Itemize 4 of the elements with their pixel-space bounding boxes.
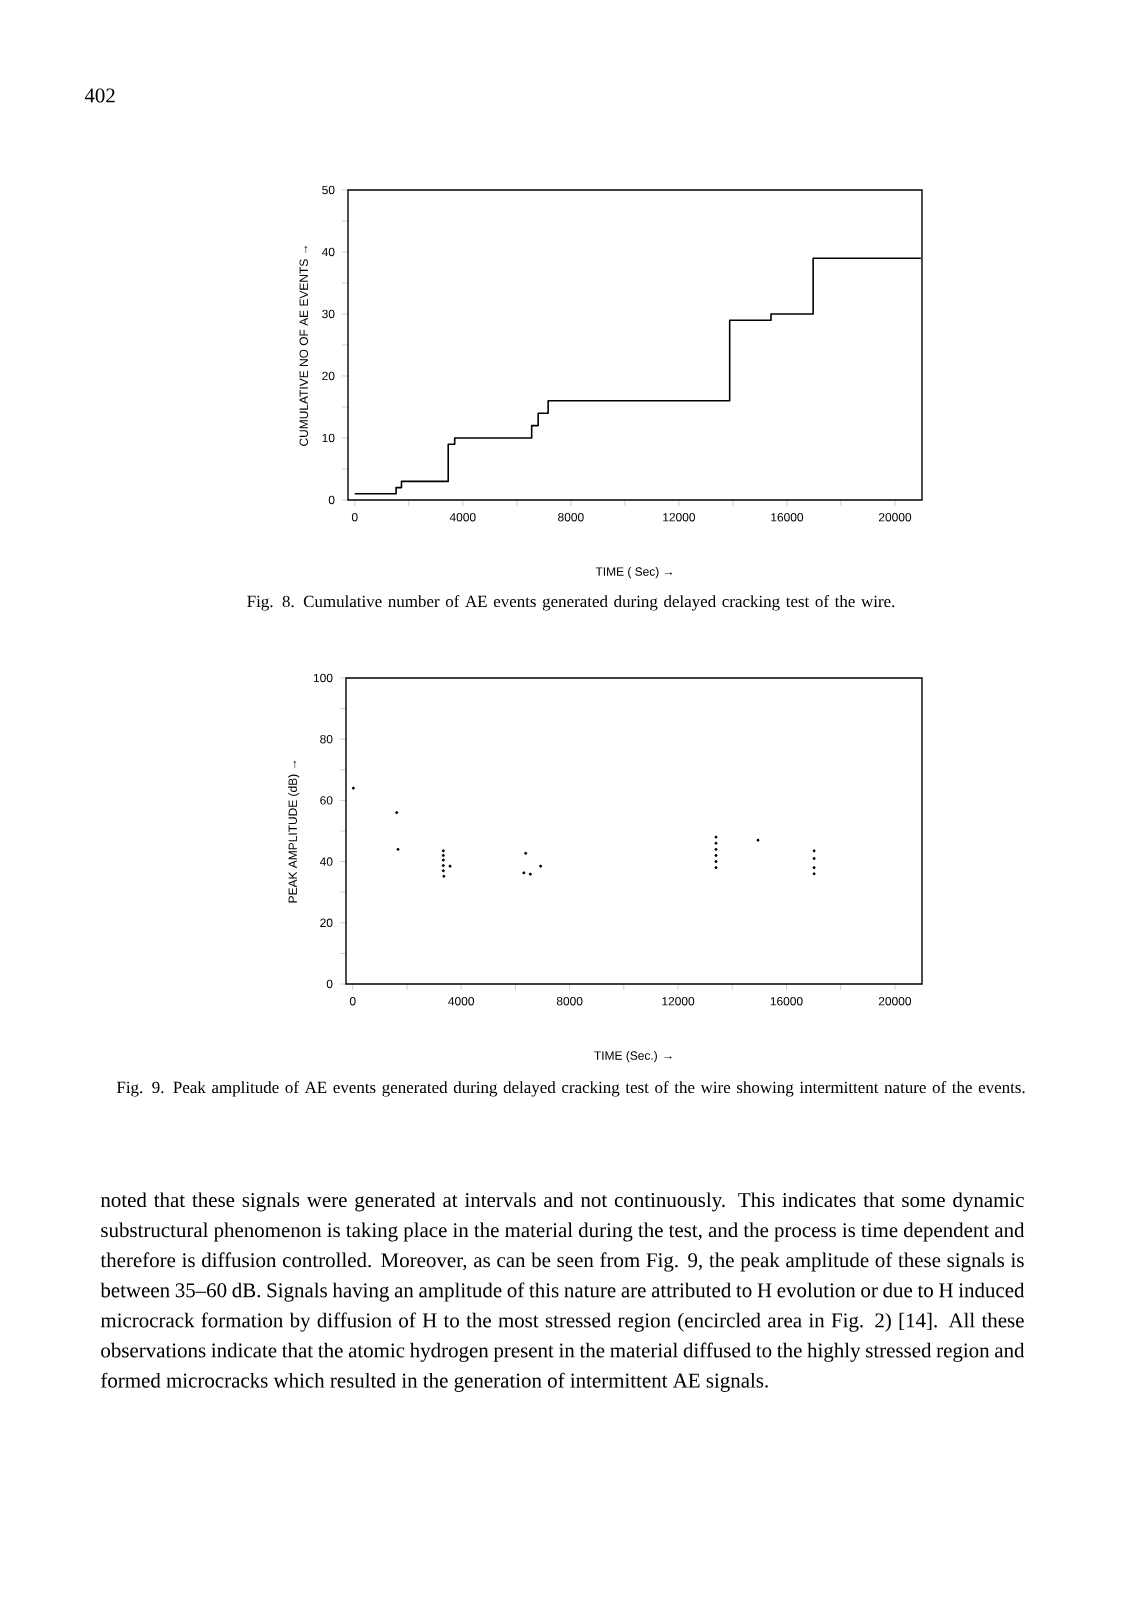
text: Fig. 8. Cumulative number of AE events generated during delayed cracking test of the wire.	[247, 595, 895, 611]
text: 402	[84, 88, 115, 103]
text: noted that these signals were generated at intervals and not continuously. This indicates that some dynamic substructural phenomenon is taking place in the material during the test, and the process is time dependent and therefore is diffusion controlled. Moreover, as can be seen from Fig. 9, the peak amplitude of these signals is between 35–60 dB. Signals having an amplitude of this nature are attributed to H evolution or due to H induced microcrack formation by diffusion of H to the most stressed region (encircled area in Fig. 2) [14]. All these observations indicate that the atomic hydrogen present in the material diffused to the highly stressed region and formed microcracks which resulted in the generation of intermittent AE signals.	[100, 1192, 1025, 1392]
text: Fig. 9. Peak amplitude of AE events generated during delayed cracking test of the wire showing intermittent nature of the events.	[116, 1081, 1025, 1097]
